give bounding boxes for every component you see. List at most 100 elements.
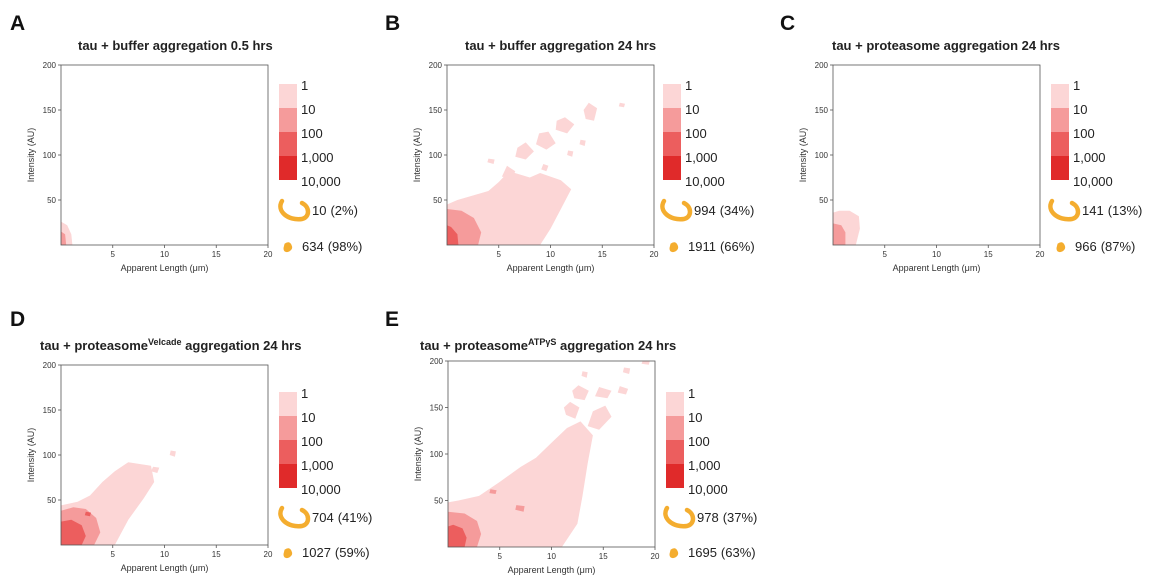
x-tick-label: 15 [984, 250, 993, 259]
panel-title-superscript: ATPγS [528, 337, 556, 347]
long-fibril-count: 994 (34%) [694, 203, 754, 218]
y-tick-label: 50 [47, 196, 56, 205]
legend-label: 10,000 [685, 174, 725, 189]
fibril-long-icon [660, 198, 693, 222]
y-tick-label: 150 [43, 106, 57, 115]
long-fibril-percent: (2%) [330, 203, 357, 218]
density-region-level-1 [448, 421, 593, 547]
legend-swatch-1 [666, 392, 684, 416]
density-regions [61, 450, 176, 545]
panel-title-superscript: Velcade [148, 337, 182, 347]
density-region-level-1 [617, 386, 629, 395]
x-axis-label: Apparent Length (μm) [507, 263, 595, 273]
plot-frame [60, 64, 269, 246]
panel-title-main: tau + buffer aggregation 0.5 hrs [78, 38, 273, 53]
short-fibril-number: 1911 [688, 239, 716, 254]
legend-swatch-1 [663, 84, 681, 108]
legend-swatch-3 [663, 132, 681, 156]
y-axis-label: Intensity (AU) [26, 428, 36, 483]
density-region-level-1 [515, 142, 534, 160]
x-axis-label: Apparent Length (μm) [508, 565, 596, 575]
density-region-level-3 [447, 225, 459, 245]
long-fibril-percent: (13%) [1108, 203, 1143, 218]
y-axis-label: Intensity (AU) [798, 128, 808, 183]
legend-label: 100 [1073, 126, 1095, 141]
legend-label: 100 [301, 126, 323, 141]
long-fibril-percent: (41%) [338, 510, 373, 525]
plot-frame [832, 64, 1041, 246]
legend: 1 10 100 1,000 10,000 [666, 386, 728, 497]
panel-letter: E [385, 308, 399, 331]
density-regions [448, 361, 650, 547]
long-fibril-number: 10 [312, 203, 326, 218]
legend-swatch-3 [1051, 132, 1069, 156]
long-fibril-number: 704 [312, 510, 334, 525]
density-region-level-2 [489, 489, 497, 494]
legend-swatch-1 [1051, 84, 1069, 108]
y-axis-label: Intensity (AU) [413, 427, 423, 482]
y-tick-label: 100 [430, 450, 444, 459]
legend-label: 10 [685, 102, 699, 117]
density-region-level-1 [622, 367, 631, 374]
long-fibril-percent: (37%) [723, 510, 758, 525]
y-axis-label: Intensity (AU) [26, 128, 36, 183]
legend-swatch-2 [1051, 108, 1069, 132]
fibril-long-icon [278, 505, 311, 529]
legend-label: 1 [301, 78, 308, 93]
short-fibril-number: 966 [1075, 239, 1097, 254]
long-fibril-count: 704 (41%) [312, 510, 372, 525]
density-region-level-1 [169, 450, 176, 457]
legend: 1 10 100 1,000 10,000 [279, 78, 341, 189]
long-fibril-number: 141 [1082, 203, 1104, 218]
density-region-level-1 [641, 361, 650, 365]
legend-swatch-2 [279, 416, 297, 440]
fibril-long-icon [1048, 198, 1081, 222]
density-regions [833, 210, 860, 245]
legend-swatch-4 [666, 464, 684, 488]
density-region-level-3 [61, 519, 86, 545]
x-tick-label: 5 [883, 250, 888, 259]
y-tick-label: 200 [43, 61, 57, 70]
panel-title: tau + buffer aggregation 0.5 hrs [78, 38, 273, 53]
legend-label: 10,000 [301, 482, 341, 497]
short-fibril-percent: (63%) [721, 545, 756, 560]
panel-title: tau + buffer aggregation 24 hrs [465, 38, 656, 53]
legend-swatch-3 [279, 440, 297, 464]
panel-title-suffix: aggregation 24 hrs [556, 338, 676, 353]
y-tick-label: 100 [43, 451, 57, 460]
fibril-short-icon [283, 242, 293, 253]
legend-swatch-4 [279, 156, 297, 180]
legend-swatch-2 [279, 108, 297, 132]
panel-letter: C [780, 12, 795, 35]
legend-swatch-4 [663, 156, 681, 180]
short-fibril-number: 1027 [302, 545, 331, 560]
legend-label: 100 [688, 434, 710, 449]
legend-label: 1,000 [301, 150, 334, 165]
y-axis-label: Intensity (AU) [412, 128, 422, 183]
panel-letter: B [385, 12, 400, 35]
x-tick-label: 5 [497, 250, 502, 259]
density-region-level-3 [448, 524, 467, 547]
short-fibril-count: 634 (98%) [302, 239, 362, 254]
density-region-level-1 [583, 102, 598, 121]
density-regions [447, 102, 625, 245]
short-fibril-percent: (66%) [720, 239, 755, 254]
legend-label: 10 [301, 410, 315, 425]
short-fibril-number: 1695 [688, 545, 717, 560]
legend-label: 10 [301, 102, 315, 117]
density-region-level-1 [501, 165, 516, 179]
fibril-long-icon [278, 198, 311, 222]
short-fibril-percent: (87%) [1101, 239, 1136, 254]
density-region-level-1 [555, 117, 575, 134]
density-regions [61, 221, 73, 245]
y-tick-label: 50 [47, 496, 56, 505]
y-tick-label: 200 [815, 61, 829, 70]
panel-letter: A [10, 12, 25, 35]
panel-title: tau + proteasome aggregation 24 hrs [832, 38, 1060, 53]
y-tick-label: 100 [429, 151, 443, 160]
legend-label: 100 [685, 126, 707, 141]
legend: 1 10 100 1,000 10,000 [663, 78, 725, 189]
